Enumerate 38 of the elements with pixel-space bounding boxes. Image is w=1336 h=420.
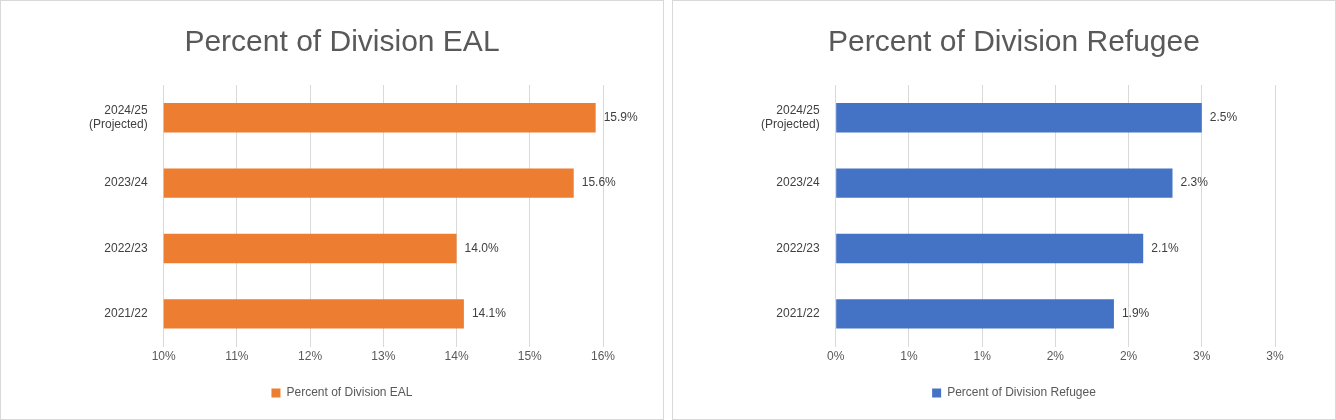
- chart-title: Percent of Division EAL: [184, 24, 500, 58]
- x-tick-label: 16%: [590, 349, 616, 364]
- y-tick-label: 2023/24: [104, 175, 148, 190]
- data-label: 15.9%: [603, 110, 639, 125]
- data-label: 14.1%: [471, 306, 507, 321]
- data-label: 2.1%: [1151, 240, 1179, 255]
- x-tick-label: 12%: [298, 349, 323, 364]
- x-tick-label: 15%: [517, 349, 543, 364]
- y-tick-label: 2021/22: [104, 306, 148, 321]
- x-tick-label: 14%: [444, 349, 469, 364]
- data-label: 2.3%: [1180, 175, 1209, 190]
- legend-label: Percent of Division Refugee: [947, 385, 1097, 400]
- x-tick-label: 10%: [151, 349, 177, 364]
- x-tick-label: 11%: [225, 349, 249, 364]
- y-tick-label: 2021/22: [776, 306, 820, 321]
- legend-label: Percent of Division EAL: [286, 385, 413, 400]
- y-tick-label: 2022/23: [104, 240, 148, 255]
- x-tick-label: 1%: [900, 349, 918, 364]
- data-label: 1.9%: [1121, 306, 1150, 321]
- y-tick-label: 2024/25 (Projected): [89, 102, 148, 132]
- y-tick-label: 2023/24: [776, 175, 820, 190]
- x-tick-label: 2%: [1119, 349, 1138, 364]
- data-label: 15.6%: [581, 175, 617, 190]
- bar: [836, 233, 1144, 264]
- x-tick-label: 2%: [1046, 349, 1065, 364]
- x-tick-label: 13%: [371, 349, 396, 364]
- x-tick-label: 0%: [827, 349, 845, 364]
- bar: [836, 299, 1114, 329]
- bar: [836, 102, 1202, 133]
- data-label: 14.0%: [464, 240, 499, 255]
- x-tick-label: 3%: [1266, 349, 1284, 364]
- y-tick-label: 2022/23: [776, 240, 820, 255]
- bar: [836, 168, 1173, 198]
- x-tick-label: 1%: [973, 349, 992, 364]
- y-tick-label: 2024/25 (Projected): [761, 102, 820, 132]
- chart-title: Percent of Division Refugee: [828, 24, 1200, 58]
- x-tick-label: 3%: [1193, 349, 1211, 364]
- data-label: 2.5%: [1209, 110, 1238, 125]
